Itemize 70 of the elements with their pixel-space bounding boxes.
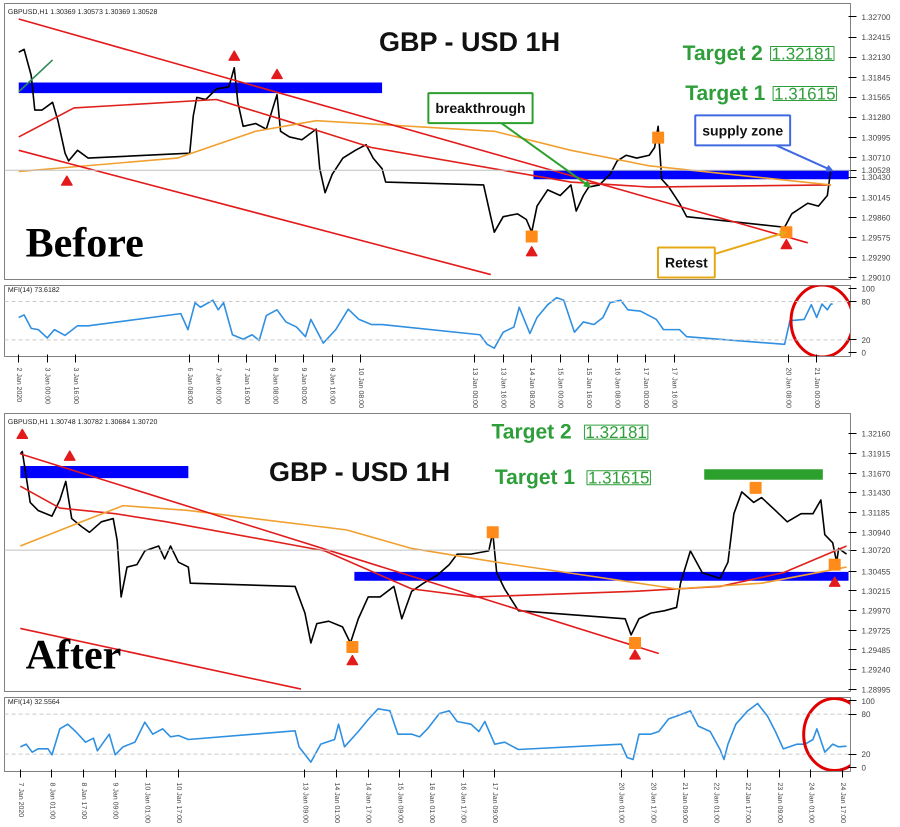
annotation: Target 2 (491, 420, 572, 444)
y-tick-label: 1.32160 (862, 430, 891, 439)
y-tick-label: 1.29860 (862, 213, 891, 222)
point (652, 132, 664, 144)
point (750, 482, 762, 494)
annotation: Target 1 (685, 82, 766, 105)
y-tick-label: 1.29485 (862, 646, 891, 655)
point (526, 230, 538, 242)
point (780, 238, 792, 250)
y-tick-label: 1.31845 (862, 73, 891, 82)
annotation: Target 1 (494, 466, 576, 490)
y-tick-label: 1.30455 (862, 567, 891, 576)
text: GBP - USD 1H (269, 456, 450, 487)
y-tick-label: 1.28995 (862, 685, 891, 694)
point (64, 450, 76, 461)
y-tick-label: 100 (862, 284, 876, 294)
y-tick-label: 1.29290 (862, 254, 891, 263)
y-tick-label: 1.31670 (862, 469, 891, 478)
y-tick-label: 1.32415 (862, 33, 891, 42)
annotation: breakthrough (435, 100, 526, 116)
y-tick-label: 1.30995 (862, 133, 891, 142)
y-tick-label: 1.31185 (862, 508, 890, 518)
annotation: 1.31615 (588, 468, 650, 488)
annotation: Retest (664, 254, 708, 271)
point (60, 175, 73, 186)
point (828, 576, 841, 587)
y-tick-label: 20 (862, 336, 871, 345)
annotation: 1.32181 (772, 44, 834, 64)
annotation: 1.32181 (585, 423, 647, 442)
annotation: Target 2 (682, 42, 763, 65)
y-tick-label: 1.32130 (862, 53, 891, 62)
point (228, 50, 240, 61)
y-tick-label: 1.29970 (862, 606, 891, 616)
point (346, 641, 358, 654)
y-tick-label: 80 (862, 297, 871, 306)
y-tick-label: 1.30215 (862, 586, 891, 596)
line-series (18, 120, 832, 186)
y-tick-label: 1.31915 (862, 450, 891, 459)
y-tick-label: 1.30710 (862, 153, 891, 162)
y-tick-label: 20 (862, 750, 871, 760)
y-tick-label: 1.30940 (862, 528, 891, 538)
y-tick-label: 1.31430 (862, 488, 891, 498)
annotation: After (26, 632, 122, 678)
point (828, 558, 841, 571)
y-tick-label: 1.31565 (862, 93, 891, 102)
y-tick-label: 1.29575 (862, 234, 891, 242)
point (486, 526, 499, 538)
y-tick-label: 1.31280 (862, 113, 891, 122)
y-tick-label: 1.29010 (862, 273, 891, 282)
point (271, 68, 283, 80)
y-tick-label: 1.29725 (862, 626, 891, 636)
point (526, 246, 538, 256)
y-tick-label: 1.29240 (862, 666, 891, 675)
y-tick-label: 1.30528 (862, 166, 891, 176)
point (629, 637, 642, 650)
y-tick-label: 100 (862, 696, 876, 706)
text: GBP - USD 1H (379, 27, 560, 58)
y-tick-label: 1.30720 (862, 546, 891, 556)
y-tick-label: 0 (862, 764, 866, 772)
y-tick-label: 1.30145 (862, 193, 891, 202)
annotation: supply zone (702, 122, 784, 138)
y-tick-label: 80 (862, 710, 871, 720)
annotation: 1.31615 (774, 84, 836, 104)
y-tick-label: 1.30430 (862, 173, 891, 182)
y-tick-label: 1.32700 (862, 12, 891, 22)
line-series (18, 296, 834, 349)
line-series (20, 504, 848, 590)
annotation: Before (26, 220, 144, 267)
y-tick-label: 0 (862, 348, 866, 358)
point (16, 428, 28, 439)
